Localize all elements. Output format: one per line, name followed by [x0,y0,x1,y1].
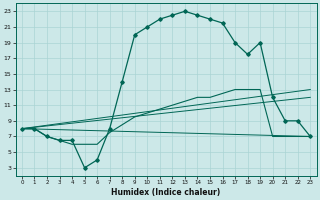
X-axis label: Humidex (Indice chaleur): Humidex (Indice chaleur) [111,188,221,197]
